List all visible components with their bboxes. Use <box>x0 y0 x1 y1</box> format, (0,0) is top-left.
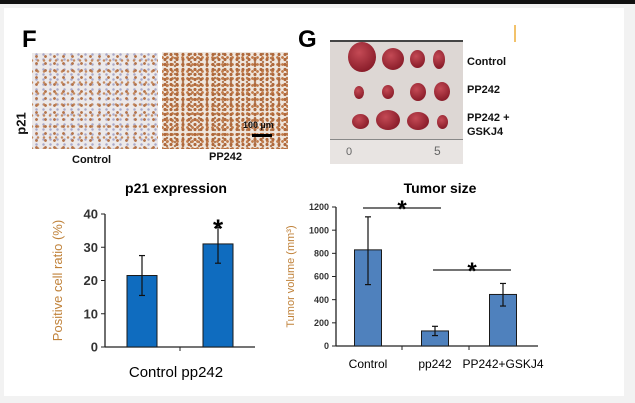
chart-title: Tumor size <box>404 180 477 196</box>
y-tick-label: 1000 <box>309 225 329 235</box>
y-axis-label: Positive cell ratio (%) <box>50 220 65 341</box>
y-tick-label: 30 <box>84 240 98 255</box>
x-axis-labels: Control pp242 <box>129 364 223 381</box>
row-label-control: Control <box>467 56 507 68</box>
row-label-pp242: PP242 <box>467 84 501 96</box>
y-tick-label: 800 <box>314 248 329 258</box>
y-tick-label: 0 <box>91 340 98 355</box>
y-tick-label: 1200 <box>309 202 329 212</box>
x-tick-label: Control <box>349 357 388 371</box>
row-label-gskj4: GSKJ4 <box>467 126 504 138</box>
panel-f-letter: F <box>22 26 37 53</box>
scale-bar-label: 100 µm <box>243 120 274 130</box>
tumor-photo: 0 5 <box>330 40 463 164</box>
y-tick-label: 0 <box>324 341 329 351</box>
y-tick-label: 40 <box>84 207 98 222</box>
pp242-image-label: PP242 <box>209 151 243 163</box>
y-tick-label: 400 <box>314 295 329 305</box>
yellow-mark <box>514 25 516 42</box>
x-tick-label: pp242 <box>418 357 452 371</box>
panel-g-letter: G <box>298 26 317 53</box>
top-border <box>0 0 635 4</box>
row-label-pp242-plus: PP242 + <box>467 112 510 124</box>
tumor-size-chart: Tumor size 0 200 400 600 800 1000 1200 Tumor vol… <box>285 180 544 371</box>
significance-star: * <box>467 258 477 285</box>
significance-star: * <box>397 196 407 223</box>
p21-expression-chart: p21 expression 0 10 20 30 40 Positive cell rat… <box>50 180 255 381</box>
y-tick-label: 20 <box>84 273 98 288</box>
chart-title: p21 expression <box>125 180 227 196</box>
significance-star: * <box>213 213 224 243</box>
x-tick-label: PP242+GSKJ4 <box>462 357 543 371</box>
y-tick-label: 200 <box>314 318 329 328</box>
y-axis-label: Tumor volume (mm³) <box>285 225 297 327</box>
pp242-ihc-image <box>162 52 288 149</box>
y-tick-label: 600 <box>314 272 329 282</box>
control-ihc-image <box>32 53 158 149</box>
y-tick-label: 10 <box>84 306 98 321</box>
ruler: 0 5 <box>330 139 463 164</box>
control-image-label: Control <box>72 154 112 166</box>
scale-bar <box>252 134 272 137</box>
